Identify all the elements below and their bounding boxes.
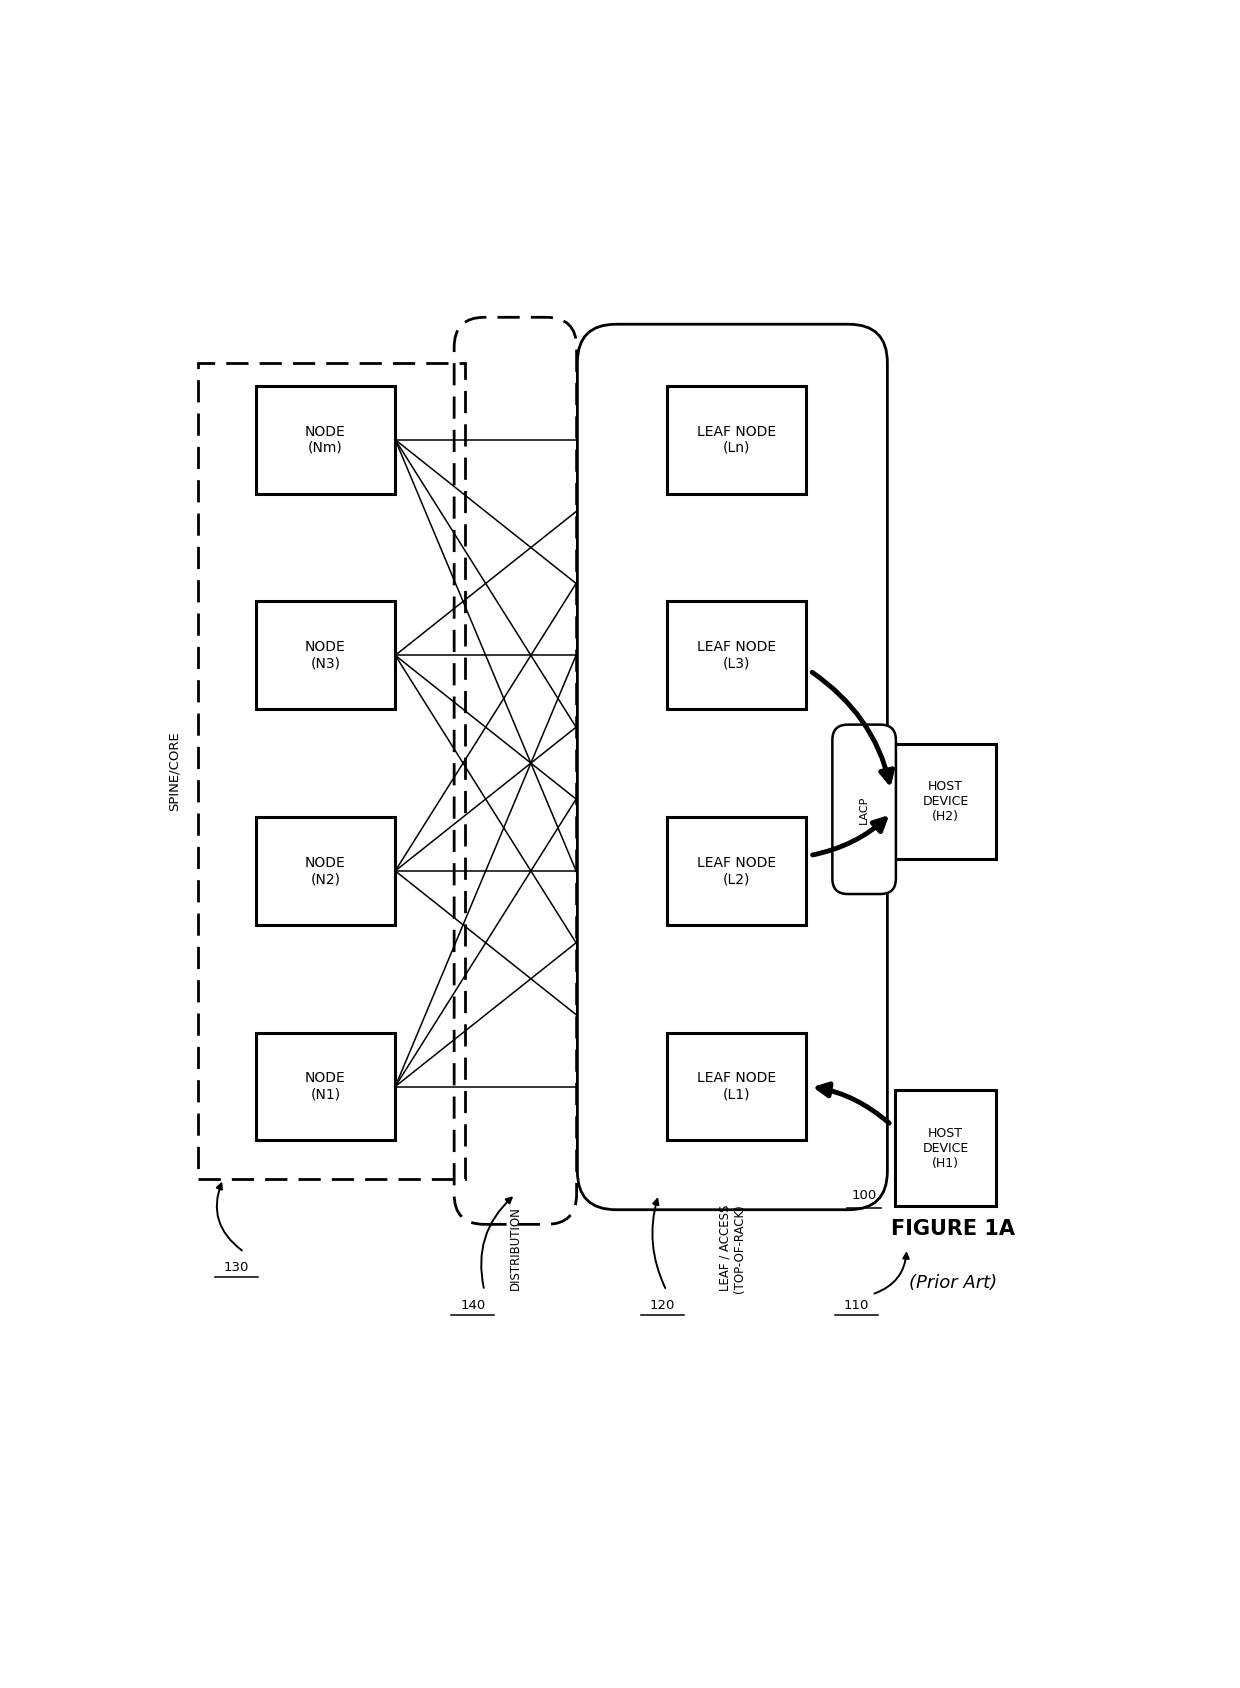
Text: NODE
(N3): NODE (N3) <box>305 640 346 670</box>
Text: NODE
(N2): NODE (N2) <box>305 856 346 886</box>
Bar <box>197 363 465 1178</box>
Text: NODE
(N1): NODE (N1) <box>305 1072 346 1102</box>
Text: LEAF NODE
(L2): LEAF NODE (L2) <box>697 856 776 886</box>
Text: 100: 100 <box>852 1188 877 1202</box>
Text: FIGURE 1A: FIGURE 1A <box>892 1219 1016 1239</box>
Bar <box>667 1033 806 1141</box>
Text: SPINE/CORE: SPINE/CORE <box>167 731 181 810</box>
Text: 130: 130 <box>223 1261 249 1274</box>
Text: LEAF NODE
(L3): LEAF NODE (L3) <box>697 640 776 670</box>
Bar <box>255 387 396 493</box>
Bar <box>895 1090 996 1205</box>
FancyBboxPatch shape <box>832 724 895 895</box>
Bar <box>667 601 806 709</box>
Text: 110: 110 <box>843 1300 869 1313</box>
Text: 120: 120 <box>650 1300 676 1313</box>
Text: EVPN: EVPN <box>856 753 868 788</box>
FancyBboxPatch shape <box>578 324 888 1210</box>
Text: NODE
(Nm): NODE (Nm) <box>305 425 346 454</box>
Text: DISTRIBUTION: DISTRIBUTION <box>508 1207 522 1290</box>
Bar <box>255 601 396 709</box>
Text: LACP: LACP <box>859 795 869 824</box>
Bar <box>255 1033 396 1141</box>
Text: HOST
DEVICE
(H1): HOST DEVICE (H1) <box>923 1126 968 1170</box>
Bar <box>667 817 806 925</box>
Text: LEAF NODE
(L1): LEAF NODE (L1) <box>697 1072 776 1102</box>
Text: HOST
DEVICE
(H2): HOST DEVICE (H2) <box>923 780 968 824</box>
Text: LEAF NODE
(Ln): LEAF NODE (Ln) <box>697 425 776 454</box>
Text: 140: 140 <box>460 1300 485 1313</box>
Bar <box>596 348 868 1195</box>
Bar <box>667 387 806 493</box>
Bar <box>895 744 996 859</box>
Text: (Prior Art): (Prior Art) <box>909 1274 997 1291</box>
Text: LEAF / ACCESS
(TOP-OF-RACK): LEAF / ACCESS (TOP-OF-RACK) <box>718 1204 746 1293</box>
Bar <box>255 817 396 925</box>
